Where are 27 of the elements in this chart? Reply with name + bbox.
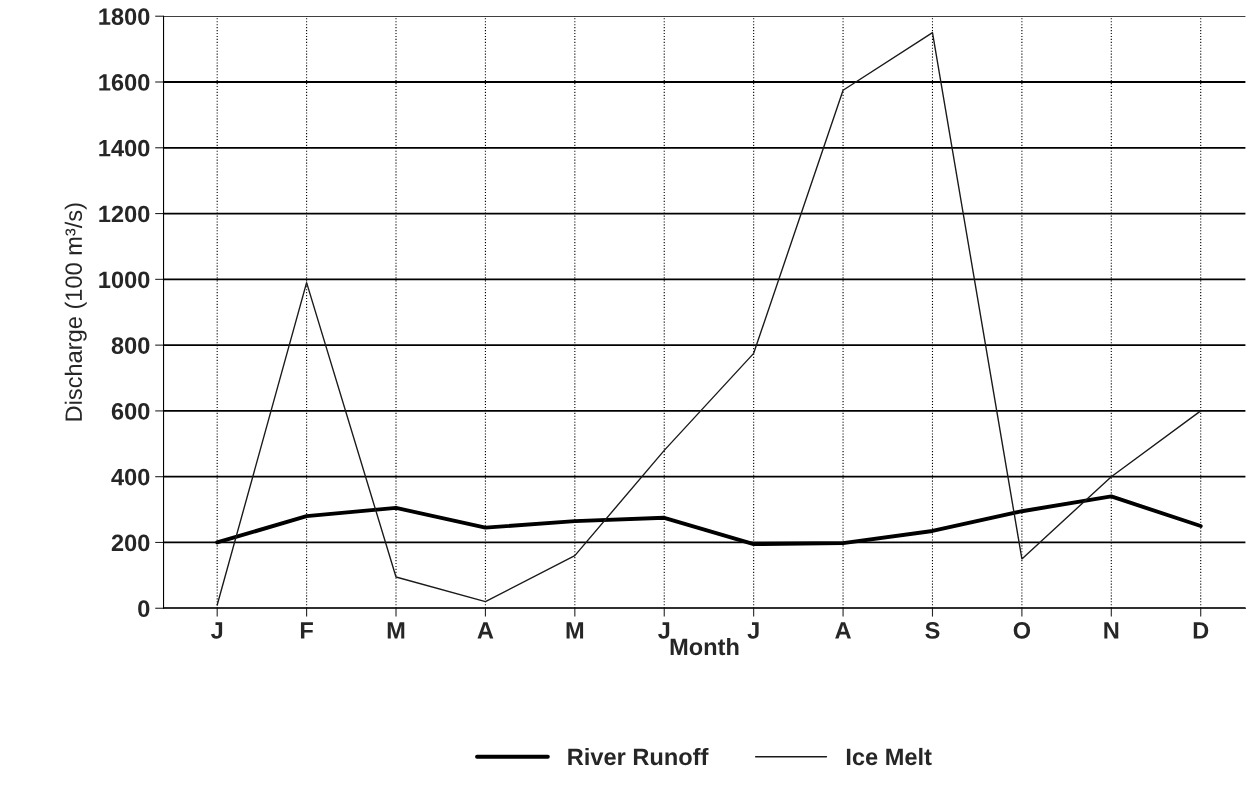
y-tick-label: 400	[111, 468, 150, 486]
x-axis-title: Month	[670, 637, 739, 656]
x-tick-label: J	[658, 622, 670, 639]
legend-label: River Runoff	[568, 747, 709, 766]
legend-label: Ice Melt	[846, 747, 932, 766]
y-tick-label: 200	[111, 534, 150, 552]
x-tick-label: O	[1013, 622, 1031, 639]
x-tick-label: N	[1104, 622, 1119, 639]
y-tick-label: 1600	[99, 74, 150, 91]
x-tick-label: D	[1193, 622, 1209, 639]
x-tick-label: F	[300, 622, 313, 639]
y-tick-label: 600	[111, 402, 150, 420]
y-tick-label: 1000	[99, 271, 150, 289]
x-tick-label: J	[747, 622, 759, 639]
x-tick-label: A	[835, 622, 851, 639]
x-tick-label: A	[477, 622, 494, 639]
x-tick-label: J	[210, 622, 223, 639]
x-tick-label: S	[925, 622, 940, 639]
y-tick-label: 800	[111, 337, 150, 354]
x-tick-label: M	[387, 622, 405, 639]
y-tick-label: 1200	[99, 205, 150, 223]
x-tick-label: M	[566, 622, 584, 639]
y-axis-title: Discharge (100 m³/s)	[64, 203, 87, 421]
line-series	[216, 31, 1202, 606]
y-tick-label: 1800	[99, 8, 150, 26]
y-tick-label: 1400	[99, 139, 150, 157]
y-tick-label: 0	[138, 600, 150, 618]
